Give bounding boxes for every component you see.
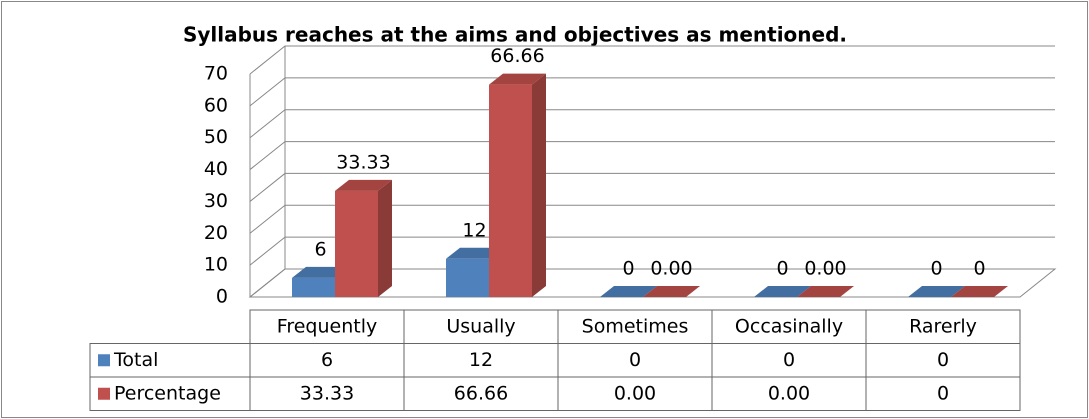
y-tick-label: 50 bbox=[204, 126, 228, 148]
table-cell: 0 bbox=[629, 349, 641, 371]
y-tick-label: 70 bbox=[204, 63, 228, 85]
bar-top bbox=[797, 286, 854, 297]
table-cell: 0 bbox=[783, 349, 795, 371]
y-tick-label: 40 bbox=[204, 158, 228, 180]
y-tick-label: 60 bbox=[204, 94, 228, 116]
data-label: 0 bbox=[973, 258, 985, 280]
chart-title: Syllabus reaches at the aims and objecti… bbox=[183, 23, 847, 47]
bar bbox=[292, 277, 335, 297]
grid-line bbox=[249, 236, 1055, 266]
grid-line bbox=[249, 268, 1055, 298]
y-tick-label: 20 bbox=[204, 222, 228, 244]
bar bbox=[489, 84, 532, 297]
bar-top bbox=[600, 286, 657, 297]
data-label: 66.66 bbox=[490, 45, 544, 67]
bar-top bbox=[643, 286, 700, 297]
data-label: 0.00 bbox=[804, 258, 846, 280]
grid-line bbox=[249, 204, 1055, 234]
bar bbox=[446, 258, 489, 297]
legend-swatch bbox=[98, 354, 110, 367]
data-label: 0 bbox=[930, 258, 942, 280]
bar-top bbox=[446, 247, 503, 259]
data-label: 12 bbox=[462, 219, 486, 241]
table-cell: 66.66 bbox=[454, 382, 508, 404]
grid-line bbox=[249, 109, 1055, 139]
bar-top bbox=[951, 286, 1008, 297]
bar-top bbox=[292, 266, 349, 278]
x-tick-label: Occasinally bbox=[735, 315, 843, 337]
data-label: 0 bbox=[776, 258, 788, 280]
y-tick-label: 10 bbox=[204, 254, 228, 276]
y-tick-label: 30 bbox=[204, 190, 228, 212]
table-cell: 12 bbox=[469, 349, 493, 371]
table-cell: 6 bbox=[321, 349, 333, 371]
bar-top bbox=[908, 286, 965, 297]
y-tick-label: 0 bbox=[216, 286, 228, 308]
grid-line bbox=[249, 141, 1055, 170]
legend-label: Percentage bbox=[114, 382, 221, 404]
grid-line bbox=[249, 45, 1055, 75]
table-cell: 0 bbox=[937, 382, 949, 404]
x-tick-label: Rarerly bbox=[909, 315, 977, 337]
table-cell: 0.00 bbox=[768, 382, 810, 404]
bar-top bbox=[754, 286, 811, 297]
x-tick-label: Frequently bbox=[277, 315, 377, 337]
x-tick-label: Sometimes bbox=[582, 315, 689, 337]
grid-line bbox=[249, 77, 1055, 107]
data-label: 0.00 bbox=[650, 258, 692, 280]
legend-label: Total bbox=[113, 349, 158, 371]
bar bbox=[335, 190, 378, 297]
data-label: 0 bbox=[622, 258, 634, 280]
bar-top bbox=[335, 179, 392, 191]
x-tick-label: Usually bbox=[446, 315, 515, 337]
bar-side bbox=[378, 179, 392, 297]
grid-line bbox=[249, 172, 1055, 202]
table-cell: 0 bbox=[937, 349, 949, 371]
legend-swatch bbox=[98, 387, 110, 400]
data-label: 6 bbox=[314, 238, 326, 260]
table-cell: 33.33 bbox=[300, 382, 354, 404]
data-label: 33.33 bbox=[336, 151, 390, 173]
table-row bbox=[89, 376, 1021, 411]
bar-side bbox=[532, 73, 546, 297]
table-cell: 0.00 bbox=[614, 382, 656, 404]
bar-top bbox=[489, 73, 546, 85]
